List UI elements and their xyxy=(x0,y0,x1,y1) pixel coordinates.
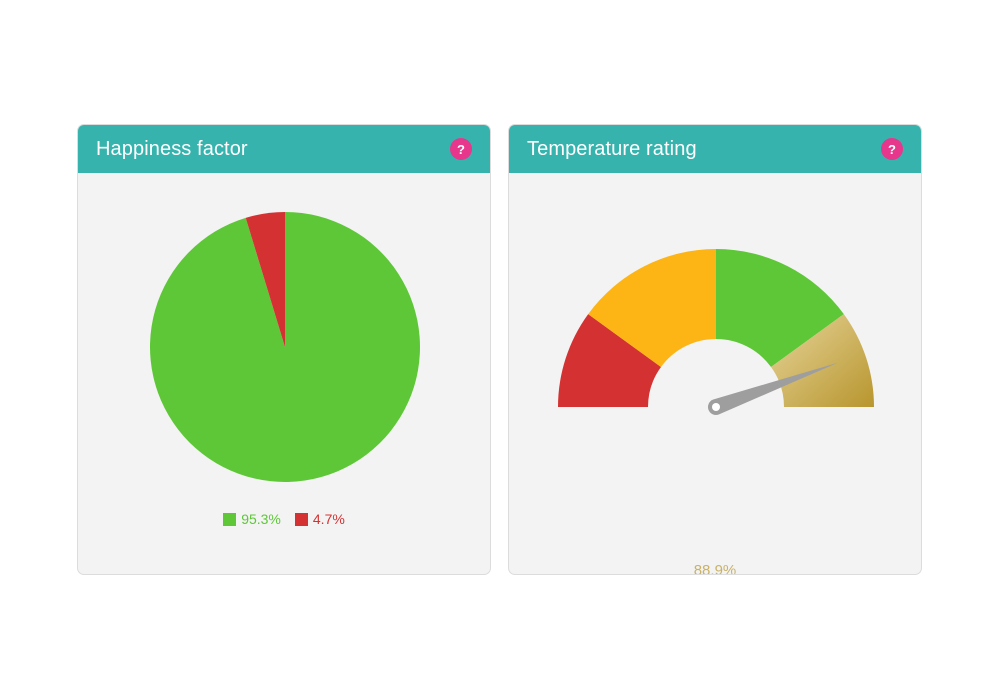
legend-swatch xyxy=(223,512,237,526)
gauge-chart xyxy=(558,249,874,415)
pie-chart xyxy=(150,212,420,482)
gauge-needle xyxy=(708,362,839,415)
card-title: Temperature rating xyxy=(527,137,697,160)
gauge-chart-area: 88.9% xyxy=(509,173,921,575)
card-title: Happiness factor xyxy=(96,137,248,160)
pie-slice-1[interactable] xyxy=(245,212,285,347)
gauge-value-label: 88.9% xyxy=(693,562,737,575)
gauge-band-3 xyxy=(771,314,874,407)
help-icon[interactable]: ? xyxy=(450,138,472,160)
card-header: Temperature rating ? xyxy=(509,125,921,173)
pie-chart-area: 95.3% 4.7% xyxy=(78,173,490,574)
legend-label: 95.3% xyxy=(241,511,281,527)
card-header: Happiness factor ? xyxy=(78,125,490,173)
gauge-band-1 xyxy=(588,249,716,368)
legend-label: 4.7% xyxy=(312,511,345,527)
legend-swatch xyxy=(294,512,308,526)
pie-legend: 95.3% 4.7% xyxy=(78,511,490,527)
legend-item-1[interactable]: 4.7% xyxy=(294,511,345,527)
temperature-rating-card: Temperature rating ? 88.9% xyxy=(508,124,922,575)
gauge-needle-hub xyxy=(712,403,720,411)
legend-item-0[interactable]: 95.3% xyxy=(223,511,281,527)
help-icon[interactable]: ? xyxy=(881,138,903,160)
gauge-band-2 xyxy=(716,249,844,368)
happiness-factor-card: Happiness factor ? 95.3% 4.7% xyxy=(77,124,491,575)
gauge-band-0 xyxy=(558,314,661,407)
